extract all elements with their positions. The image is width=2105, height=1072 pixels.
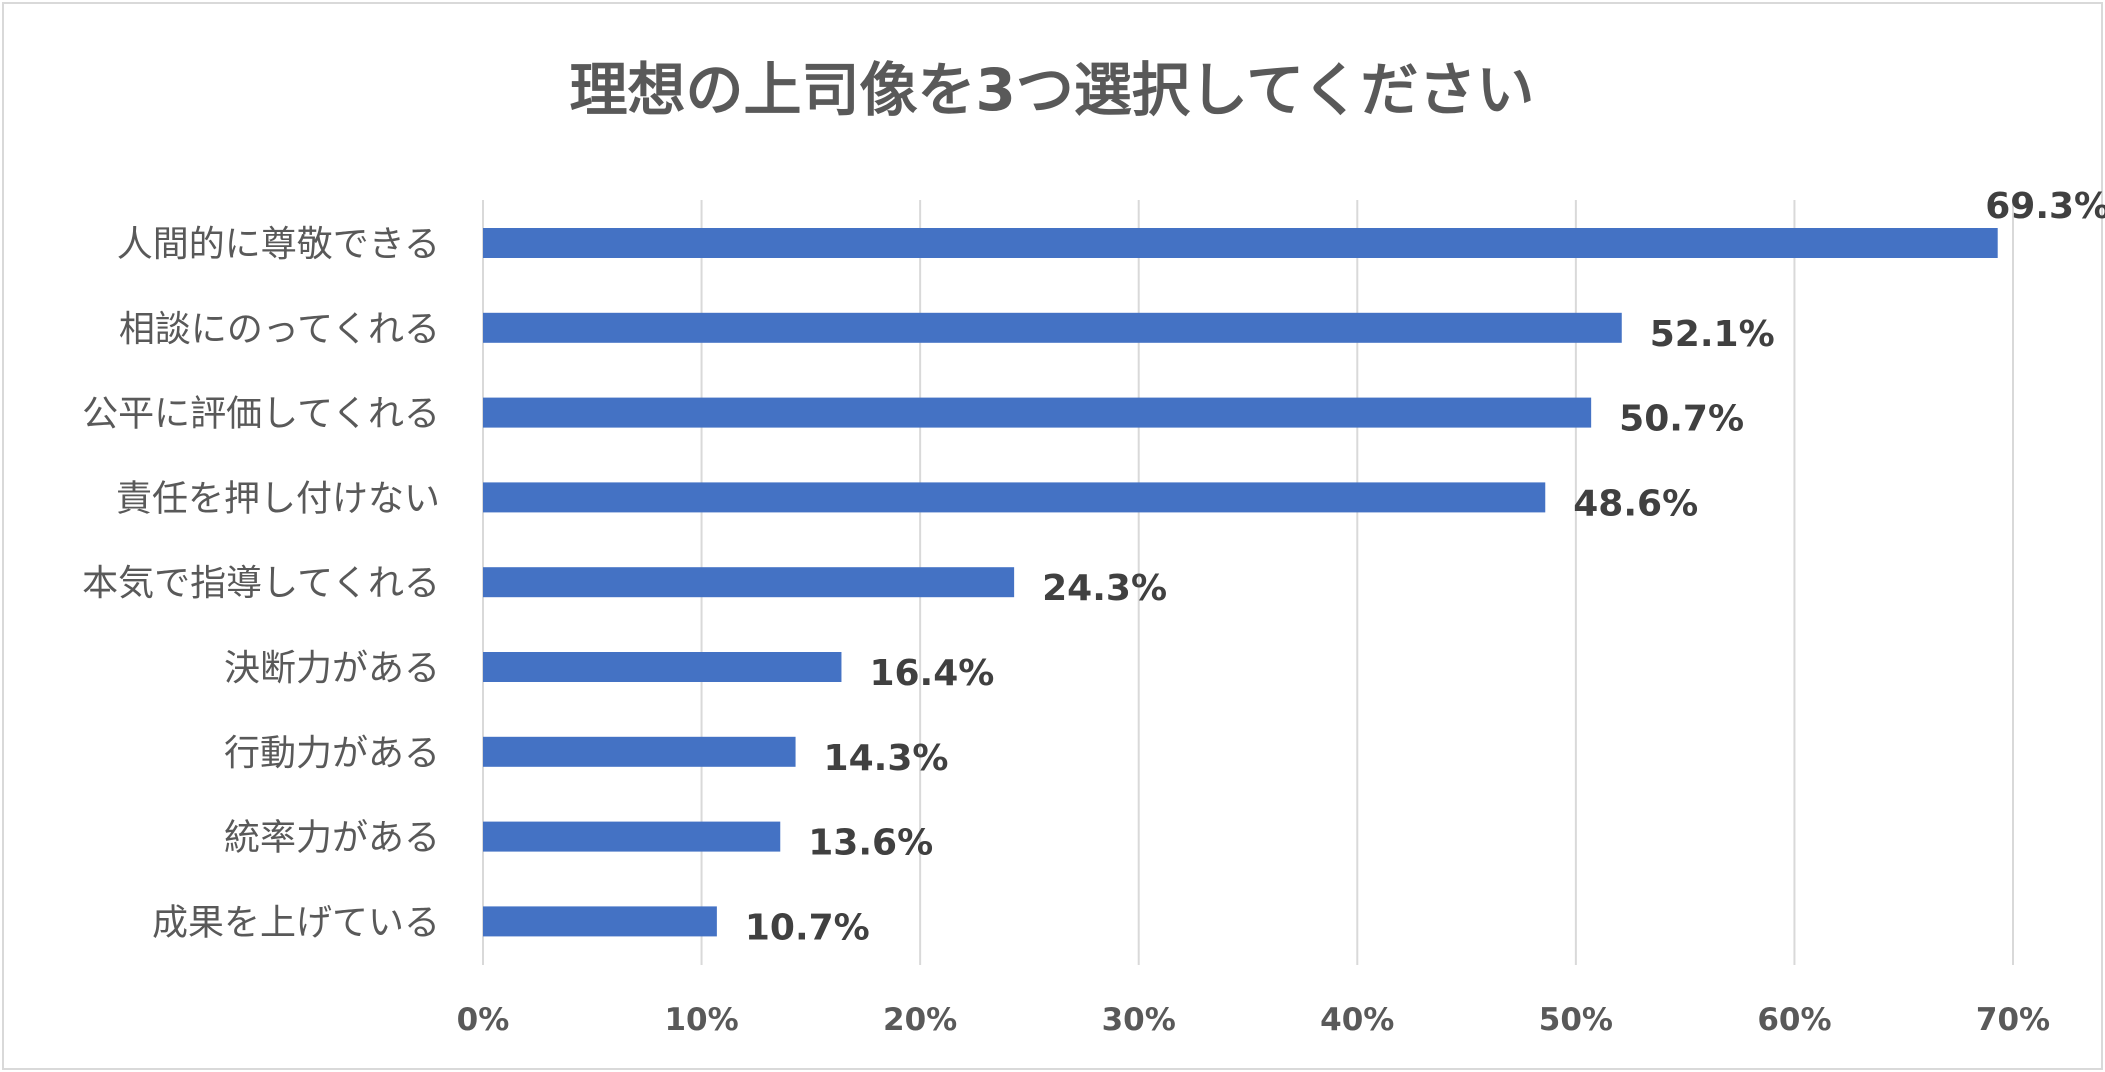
bar bbox=[483, 906, 717, 937]
data-label: 14.3% bbox=[824, 738, 949, 779]
x-tick-label: 70% bbox=[1976, 1002, 2050, 1038]
bar bbox=[483, 567, 1015, 598]
bars bbox=[483, 228, 1998, 937]
category-label: 人間的に尊敬できる bbox=[117, 224, 440, 265]
x-tick-label: 0% bbox=[457, 1002, 510, 1038]
bar bbox=[483, 312, 1622, 343]
bar bbox=[483, 821, 781, 852]
x-tick-label: 20% bbox=[883, 1002, 957, 1038]
chart-title: 理想の上司像を3つ選択してください bbox=[570, 56, 1535, 124]
x-tick-label: 10% bbox=[664, 1002, 738, 1038]
bar bbox=[483, 482, 1546, 513]
bar bbox=[483, 652, 842, 682]
data-label: 52.1% bbox=[1650, 314, 1775, 355]
x-tick-label: 30% bbox=[1102, 1002, 1176, 1038]
x-tick-label: 40% bbox=[1320, 1002, 1394, 1038]
bar bbox=[483, 228, 1998, 258]
x-tick-label: 60% bbox=[1757, 1002, 1831, 1038]
category-label: 決断力がある bbox=[224, 648, 440, 689]
category-label: 統率力がある bbox=[224, 818, 440, 859]
data-label: 10.7% bbox=[745, 907, 870, 948]
x-axis-tick-labels: 0% 10% 20% 30% 40% 50% 60% 70% bbox=[457, 1002, 2050, 1038]
category-label: 成果を上げている bbox=[152, 902, 440, 943]
bar bbox=[483, 736, 796, 767]
category-label: 公平に評価してくれる bbox=[82, 394, 440, 435]
bar bbox=[483, 397, 1592, 428]
category-label: 行動力がある bbox=[224, 733, 440, 774]
data-label: 13.6% bbox=[808, 823, 933, 864]
category-label: 相談にのってくれる bbox=[119, 309, 440, 350]
data-labels: 69.3% 52.1% 50.7% 48.6% 24.3% 16.4% 14.3% 13.6%… bbox=[745, 186, 2105, 948]
x-tick-label: 50% bbox=[1539, 1002, 1613, 1038]
data-label: 69.3% bbox=[1985, 186, 2105, 227]
category-label: 本気で指導してくれる bbox=[82, 563, 440, 604]
data-label: 16.4% bbox=[869, 653, 994, 694]
data-label: 48.6% bbox=[1573, 483, 1698, 524]
data-label: 24.3% bbox=[1042, 568, 1167, 609]
data-label: 50.7% bbox=[1619, 399, 1744, 440]
category-label: 責任を押し付けない bbox=[116, 478, 440, 519]
category-labels: 人間的に尊敬できる相談にのってくれる公平に評価してくれる責任を押し付けない本気で… bbox=[82, 224, 440, 943]
